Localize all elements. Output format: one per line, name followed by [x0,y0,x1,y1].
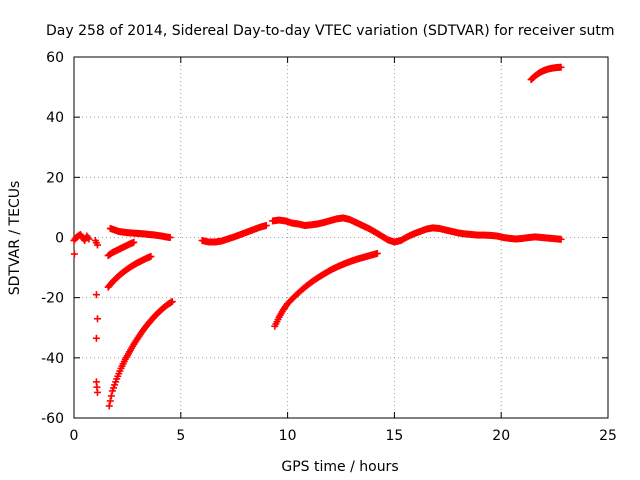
data-point [307,279,315,287]
series-arc-minus-5 [104,238,138,260]
x-tick-label: 10 [279,428,297,444]
data-point [281,303,289,311]
data-point [274,315,282,323]
x-tick-label: 15 [385,428,403,444]
data-point [294,289,302,297]
data-point [140,325,148,333]
data-point [165,233,173,241]
data-point [124,350,132,358]
data-point [84,234,92,241]
x-tick-label: 20 [492,428,510,444]
series-isolated-mid [91,237,101,396]
data-point [129,342,137,350]
data-point [556,235,564,243]
data-point [146,253,154,261]
data-point [70,250,78,258]
data-point [372,250,380,258]
x-axis-label: GPS time / hours [281,459,398,475]
data-point [106,397,114,405]
series-zero-band-early [106,224,174,241]
data-point [93,315,101,323]
data-point [106,281,114,289]
x-tick-label: 0 [70,428,79,444]
series-cluster-start-near-zero [70,230,93,245]
y-tick-label: -20 [41,291,64,307]
y-tick-label: 40 [46,110,64,126]
data-point [92,239,100,247]
data-point [129,239,137,247]
x-tick-label: 25 [599,428,617,444]
data-point [112,378,120,386]
data-point [116,367,124,375]
data-point [92,291,100,299]
data-point [145,319,153,327]
data-marks [70,63,565,410]
data-point [313,274,321,282]
y-tick-label: -60 [41,411,64,427]
y-tick-labels: -60 -40 -20 0 20 40 60 [41,50,64,427]
data-point [556,63,564,71]
data-point [105,402,113,410]
y-tick-label: 20 [46,170,64,186]
series-arc-minus-29 [271,249,381,330]
series-isolated-start [70,250,78,258]
data-point [261,222,269,230]
series-arc-minus-56 [105,298,176,410]
data-point [107,392,115,400]
x-tick-label: 5 [176,428,185,444]
series-main-band [269,214,565,246]
data-point [300,284,308,292]
series-arc-plus-55 [527,63,565,84]
data-point [149,314,157,322]
series-zero-band-6to9 [198,221,270,246]
data-point [287,296,295,304]
data-point [120,358,128,366]
y-axis-label: SDTVAR / TECUs [7,181,23,296]
data-point [92,334,100,342]
data-point [167,298,175,306]
x-tick-labels: 0 5 10 15 20 25 [70,428,617,444]
series-arc-minus-16 [104,252,155,291]
chart-title: Day 258 of 2014, Sidereal Day-to-day VTE… [46,23,615,39]
y-tick-label: -40 [41,351,64,367]
y-tick-label: 0 [55,231,64,247]
y-tick-label: 60 [46,50,64,66]
data-point [93,383,101,391]
